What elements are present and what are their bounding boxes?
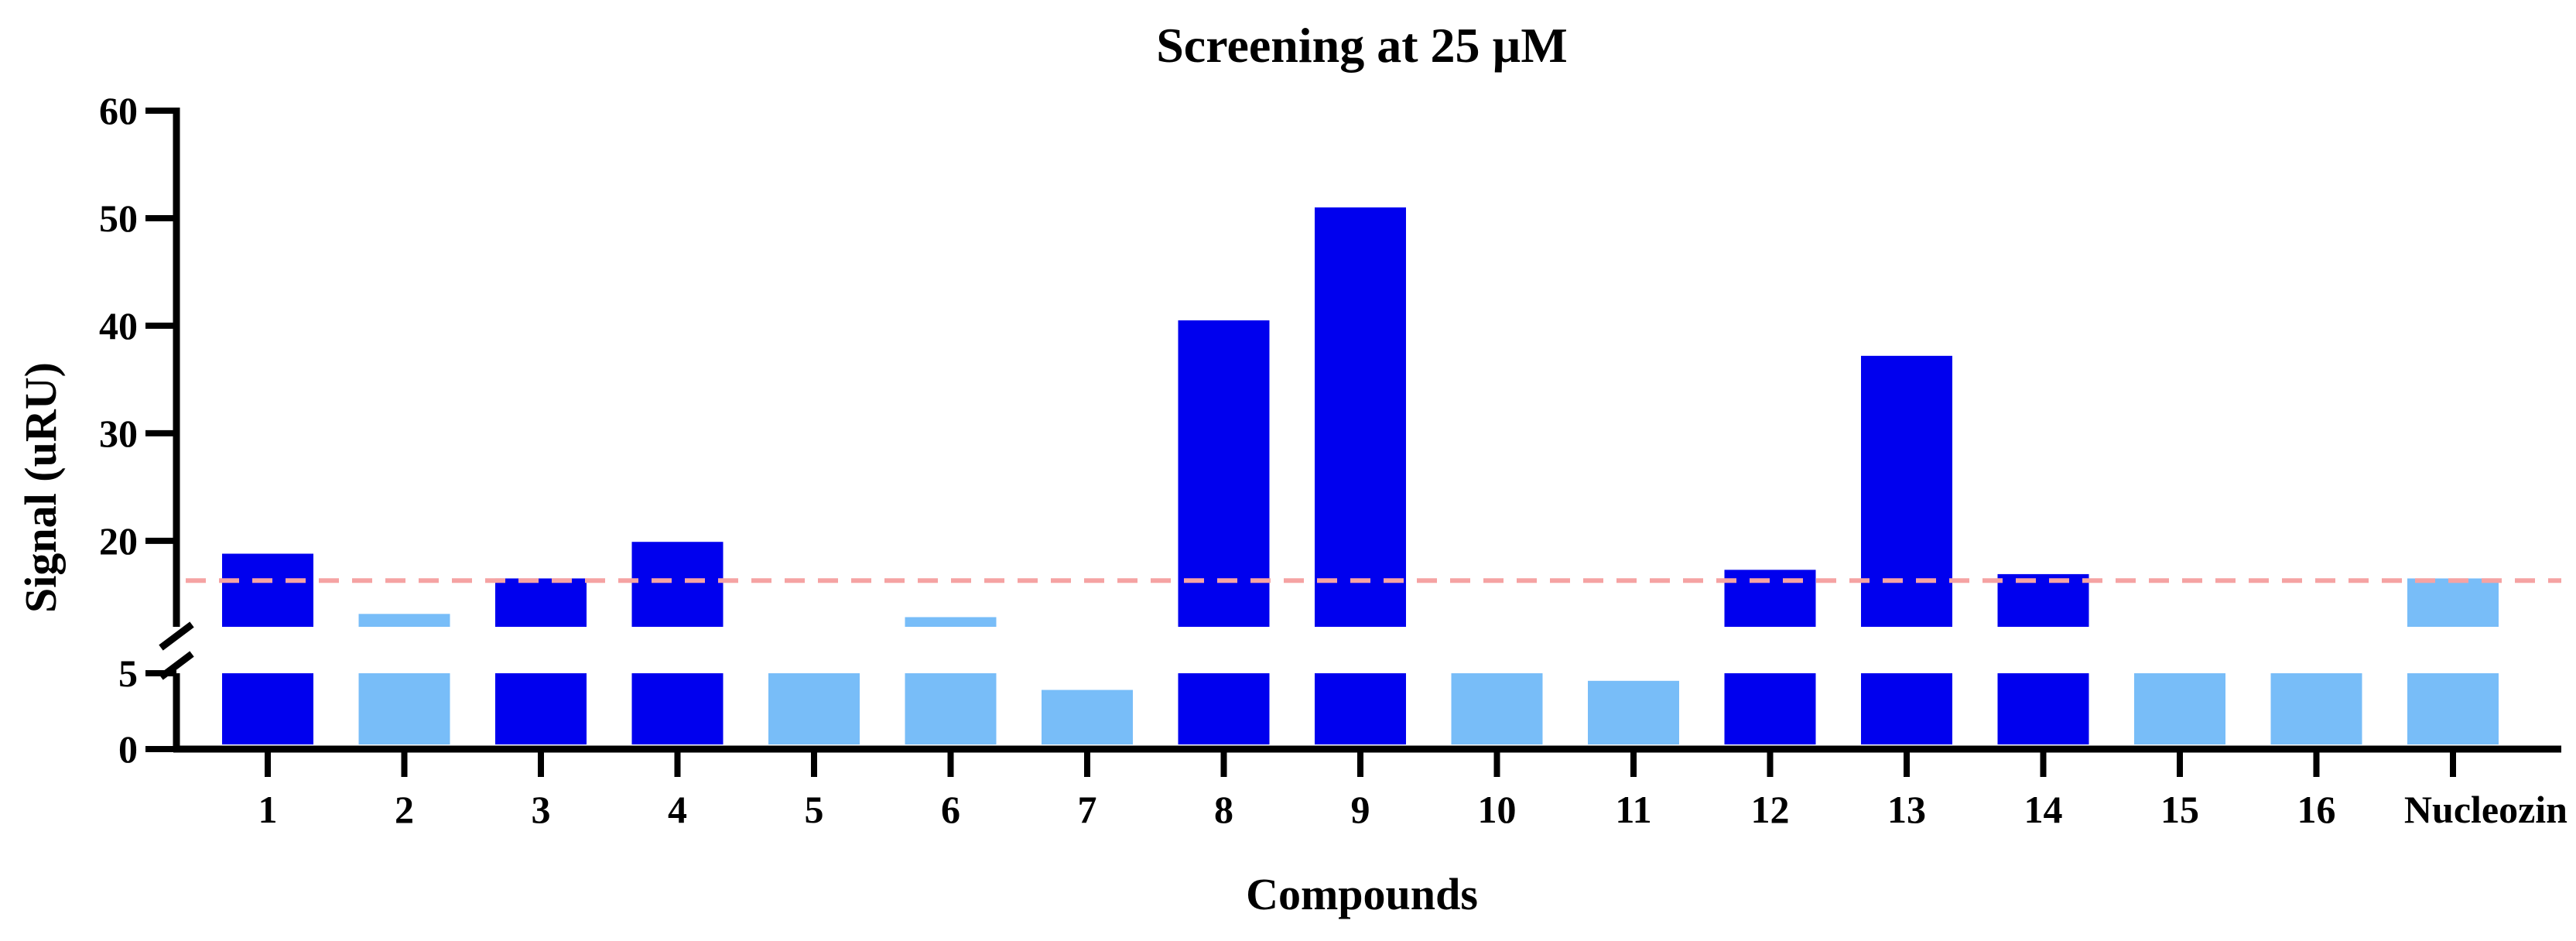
bar-lower-Nucleozin — [2407, 673, 2499, 744]
x-tick-label-6: 6 — [941, 788, 960, 831]
bar-upper-13 — [1861, 355, 1952, 627]
y-axis-label: Signal (uRU) — [15, 362, 66, 613]
x-tick-label-12: 12 — [1751, 788, 1790, 831]
axis-break-mark-upper — [159, 621, 194, 651]
bar-upper-14 — [1997, 573, 2089, 627]
bar-lower-6 — [905, 673, 997, 744]
bar-lower-10 — [1451, 673, 1543, 744]
y-tick-label-30: 30 — [99, 412, 138, 455]
x-tick-label-Nucleozin: Nucleozin — [2404, 788, 2567, 831]
bar-lower-12 — [1724, 673, 1816, 744]
y-tick-label-40: 40 — [99, 304, 138, 347]
y-ticks-group: 0 5 20 30 40 50 60 — [99, 89, 176, 771]
bar-lower-4 — [631, 673, 724, 744]
x-tick-label-9: 9 — [1351, 788, 1370, 831]
bar-lower-2 — [358, 673, 450, 744]
y-tick-label-5: 5 — [118, 652, 138, 695]
bar-upper-3 — [495, 578, 587, 627]
x-tick-label-11: 11 — [1615, 788, 1651, 831]
x-tick-label-10: 10 — [1478, 788, 1517, 831]
bar-lower-8 — [1178, 673, 1270, 744]
x-ticks-group: 1 2 3 4 5 6 7 8 9 10 11 12 13 14 15 16 Nucleozin — [258, 749, 2567, 831]
x-tick-label-16: 16 — [2297, 788, 2336, 831]
bar-upper-1 — [222, 553, 313, 627]
bar-lower-1 — [222, 673, 313, 744]
x-axis-label: Compounds — [1246, 869, 1478, 919]
bar-upper-Nucleozin — [2407, 578, 2499, 627]
bar-upper-4 — [631, 542, 724, 627]
x-tick-label-8: 8 — [1214, 788, 1233, 831]
bar-upper-9 — [1315, 207, 1406, 627]
y-tick-label-20: 20 — [99, 519, 138, 563]
x-tick-label-13: 13 — [1887, 788, 1926, 831]
x-tick-label-15: 15 — [2160, 788, 2199, 831]
bar-upper-2 — [358, 614, 450, 627]
x-tick-label-4: 4 — [668, 788, 687, 831]
bar-lower-5 — [768, 673, 860, 744]
bar-lower-7 — [1042, 689, 1133, 744]
x-tick-label-3: 3 — [532, 788, 551, 831]
x-tick-label-7: 7 — [1078, 788, 1097, 831]
bar-upper-8 — [1178, 320, 1270, 627]
x-tick-label-14: 14 — [2024, 788, 2063, 831]
bar-lower-15 — [2134, 673, 2225, 744]
bar-lower-9 — [1315, 673, 1406, 744]
y-tick-label-50: 50 — [99, 197, 138, 240]
x-tick-label-1: 1 — [258, 788, 278, 831]
bar-lower-11 — [1588, 680, 1679, 744]
x-tick-label-5: 5 — [805, 788, 824, 831]
bar-lower-16 — [2270, 673, 2362, 744]
y-tick-label-60: 60 — [99, 89, 138, 132]
bar-lower-13 — [1861, 673, 1952, 744]
bar-lower-3 — [495, 673, 587, 744]
bar-lower-14 — [1997, 673, 2089, 744]
chart-title: Screening at 25 µM — [1156, 18, 1568, 73]
bar-upper-6 — [905, 617, 997, 627]
bars-group — [222, 207, 2499, 744]
x-tick-label-2: 2 — [395, 788, 414, 831]
y-tick-label-0: 0 — [118, 727, 138, 771]
